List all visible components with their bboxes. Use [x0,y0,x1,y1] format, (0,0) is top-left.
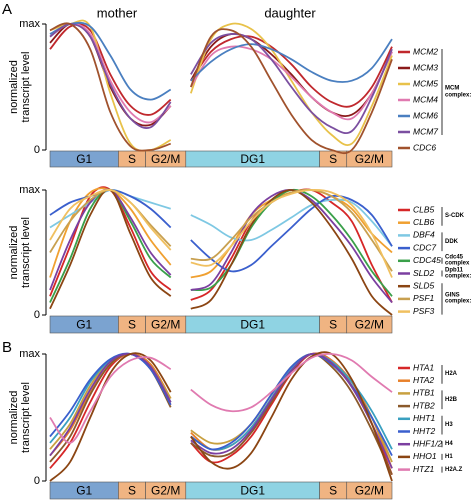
legend-label: PSF1 [413,293,435,303]
legend-label: MCM4 [413,94,438,104]
phase-label: DG1 [240,484,265,498]
legend-label: HTZ1 [413,464,435,474]
legend-label: HHF1/2 [413,438,443,448]
legend-label: MCM5 [413,78,438,88]
phase-label: G2/M [151,152,180,166]
legend-label: MCM6 [413,110,438,120]
group-label: H2B [445,396,458,403]
group-label: Dpb11 complex: [445,267,472,280]
phase-label: S [128,318,136,332]
phase-label: G2/M [355,484,384,498]
phase-label: S [128,152,136,166]
legend-label: HHO1 [413,451,437,461]
legend-label: MCM7 [413,126,438,136]
phase-bar [346,481,393,500]
panel-label: B [2,339,12,356]
series-line [49,22,393,155]
phase-label: S [329,318,337,332]
phase-label: S [329,484,337,498]
phase-label: G1 [76,318,92,332]
phase-label: S [128,484,136,498]
y-axis-label: normalized [8,226,20,280]
y-tick-label: 0 [34,309,40,321]
series-line [49,351,393,482]
series-line [49,23,393,116]
legend-label: SLD5 [413,280,435,290]
legend-label: HTB2 [413,400,435,410]
phase-bar [346,150,393,168]
column-header: daughter [264,5,316,20]
group-label: H4 [445,440,453,447]
group-label: GINS complex: [445,292,472,305]
column-header: mother [97,5,138,20]
group-label: S-CDK [445,213,464,220]
phase-bar [346,315,393,334]
legend-label: CLB5 [413,204,435,214]
y-tick-label: 0 [34,144,40,156]
y-tick-label: max [19,184,40,196]
legend-label: HTA1 [413,362,434,372]
y-axis-label: transcript level [20,382,32,453]
legend-label: PSF3 [413,306,435,316]
y-axis-label: normalized [8,391,20,445]
y-axis-label: normalized [8,60,20,114]
group-label: H1 [445,453,453,460]
series-line [49,188,393,278]
legend-label: CDC45 [413,255,441,265]
legend-label: MCM2 [413,46,438,56]
y-tick-label: max [19,348,40,360]
group-label: H3 [445,421,453,428]
series-line [49,352,393,469]
y-axis-label: transcript level [20,217,32,288]
legend-label: HHT1 [413,413,435,423]
legend-label: DBF4 [413,230,435,240]
phase-label: DG1 [240,152,265,166]
group-label: H2A.Z [445,466,463,473]
legend-label: SLD2 [413,268,435,278]
legend-label: MCM3 [413,62,438,72]
phase-label: DG1 [240,318,265,332]
phase-label: G1 [76,484,92,498]
legend-label: HTA2 [413,375,434,385]
phase-label: S [329,152,337,166]
legend-label: CDC6 [413,142,436,152]
y-tick-label: 0 [34,475,40,487]
legend-label: CLB6 [413,217,435,227]
group-label: DDK [445,238,458,245]
phase-label: G1 [76,152,92,166]
phase-label: G2/M [355,152,384,166]
phase-label: G2/M [151,484,180,498]
y-tick-label: max [19,18,40,30]
y-axis-label: transcript level [20,52,32,123]
legend-label: CDC7 [413,242,436,252]
series-line [49,352,393,457]
series-line [49,22,393,127]
legend-label: HHT2 [413,426,435,436]
series-line [49,188,393,247]
series-line [49,353,393,444]
phase-label: G2/M [355,318,384,332]
phase-label: G2/M [151,318,180,332]
panel-label: A [2,1,12,18]
group-label: MCM complex: [445,85,472,99]
group-label: Cdc45 complex [445,254,470,267]
group-label: H2A [445,371,458,378]
legend-label: HTB1 [413,388,435,398]
